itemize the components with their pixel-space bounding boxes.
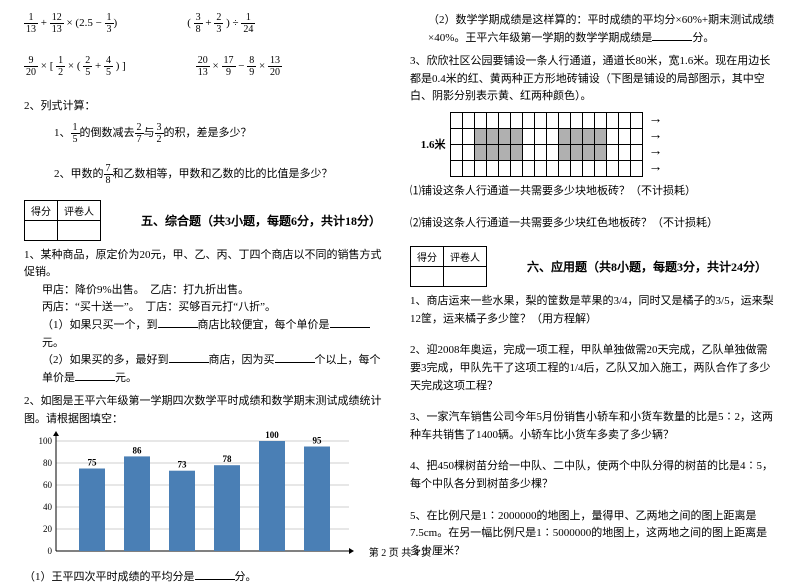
svg-text:40: 40	[43, 502, 53, 512]
svg-text:75: 75	[88, 457, 98, 467]
svg-text:60: 60	[43, 480, 53, 490]
page-footer: 第 2 页 共 4 页	[0, 544, 800, 559]
expr-1b: ( 38 + 23 ) ÷ 124	[187, 12, 255, 35]
score-box-5: 得分 评卷人	[24, 200, 101, 241]
q5-2-2: （2）数学学期成绩是这样算的：平时成绩的平均分×60%+期末测试成绩×40%。王…	[410, 12, 776, 47]
q5-1-intro: 1、某种商品，原定价为20元，甲、乙、丙、丁四个商店以不同的销售方式促销。	[24, 247, 390, 282]
right-column: （2）数学学期成绩是这样算的：平时成绩的平均分×60%+期末测试成绩×40%。王…	[410, 12, 776, 586]
score-box-6: 得分 评卷人	[410, 246, 487, 287]
q5-3-intro: 3、欣欣社区公园要铺设一条人行通道，通道长80米，宽1.6米。现在用边长都是0.…	[410, 53, 776, 106]
svg-text:73: 73	[178, 459, 188, 469]
score-label: 得分	[25, 200, 58, 220]
expr-2b: 2013 × 179 − 89 × 1320	[196, 55, 282, 78]
grader-label: 评卷人	[444, 247, 487, 267]
section-6-header: 得分 评卷人 六、应用题（共8小题，每题3分，共计24分）	[410, 246, 776, 287]
q5-1-a: 甲店：降价9%出售。 乙店：打九折出售。	[24, 282, 390, 300]
grader-label: 评卷人	[58, 200, 101, 220]
q6-2: 2、迎2008年奥运，完成一项工程，甲队单独做需20天完成，乙队单独做需要3完成…	[410, 342, 776, 395]
expressions-row-1: 113 + 1213 × (2.5 − 13) ( 38 + 23 ) ÷ 12…	[24, 12, 390, 35]
svg-text:78: 78	[223, 454, 233, 464]
q2-1: 1、15的倒数减去27与32的积，差是多少？	[24, 122, 390, 145]
q5-3-2: ⑵铺设这条人行通道一共需要多少块红色地板砖？（不计损耗）	[410, 215, 776, 233]
expressions-row-2: 920 × [ 12 × ( 25 + 45 ) ] 2013 × 179 − …	[24, 55, 390, 78]
expr-2a: 920 × [ 12 × ( 25 + 45 ) ]	[24, 55, 126, 78]
svg-text:95: 95	[313, 435, 323, 445]
q5-2-intro: 2、如图是王平六年级第一学期四次数学平时成绩和数学期末测试成绩统计图。请根据图填…	[24, 393, 390, 428]
arrow-icon: →	[649, 128, 663, 143]
score-label: 得分	[411, 247, 444, 267]
q2-heading: 2、列式计算：	[24, 98, 390, 116]
svg-text:20: 20	[43, 524, 53, 534]
section-6-title: 六、应用题（共8小题，每题3分，共计24分）	[527, 258, 767, 275]
q5-2-1: （1）王平四次平时成绩的平均分是分。	[24, 569, 390, 586]
svg-text:80: 80	[43, 458, 53, 468]
q6-4: 4、把450棵树苗分给一中队、二中队，使两个中队分得的树苗的比是4∶5，每个中队…	[410, 458, 776, 493]
left-column: 113 + 1213 × (2.5 − 13) ( 38 + 23 ) ÷ 12…	[24, 12, 390, 586]
svg-text:100: 100	[265, 430, 279, 440]
paving-grid: 1.6米 → → → →	[410, 112, 776, 177]
section-5-header: 得分 评卷人 五、综合题（共3小题，每题6分，共计18分）	[24, 200, 390, 241]
q6-3: 3、一家汽车销售公司今年5月份销售小轿车和小货车数量的比是5∶2，这两种车共销售…	[410, 409, 776, 444]
arrow-icon: →	[649, 144, 663, 159]
q5-3-1: ⑴铺设这条人行通道一共需要多少块地板砖？（不计损耗）	[410, 183, 776, 201]
svg-text:100: 100	[39, 436, 53, 446]
section-5-title: 五、综合题（共3小题，每题6分，共计18分）	[141, 212, 381, 229]
arrow-icon: →	[649, 160, 663, 175]
grid-label: 1.6米	[410, 112, 450, 176]
q5-1-d: （2）如果买的多，最好到商店，因为买个以上，每个单价是元。	[24, 352, 390, 387]
svg-text:86: 86	[133, 445, 143, 455]
q5-1-c: （1）如果只买一个，到商店比较便宜，每个单价是元。	[24, 317, 390, 352]
arrow-icon: →	[649, 112, 663, 127]
expr-1a: 113 + 1213 × (2.5 − 13)	[24, 12, 117, 35]
q5-1-b: 丙店：“买十送一”。 丁店：买够百元打“八折”。	[24, 299, 390, 317]
q2-2: 2、甲数的78和乙数相等，甲数和乙数的比的比值是多少？	[24, 163, 390, 186]
q6-1: 1、商店运来一些水果，梨的筐数是苹果的3/4，同时又是橘子的3/5，运来梨12筐…	[410, 293, 776, 328]
